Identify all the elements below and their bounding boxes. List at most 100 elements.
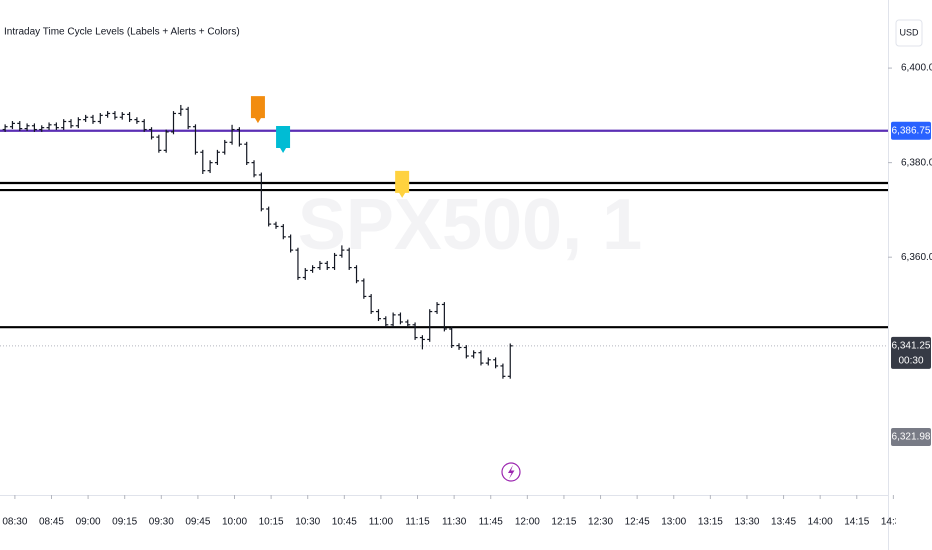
- watermark: SPX500, 1: [298, 185, 642, 265]
- bar: [412, 322, 418, 340]
- bar: [9, 121, 15, 130]
- bar: [178, 104, 184, 116]
- bar: [339, 245, 345, 258]
- x-tick-label: 09:15: [112, 517, 137, 528]
- y-tick-label: 6,380.00: [901, 157, 932, 168]
- bar: [163, 129, 169, 153]
- bar: [258, 172, 264, 212]
- x-tick-label: 14:30: [881, 517, 906, 528]
- bar: [112, 111, 118, 120]
- bar: [244, 141, 250, 165]
- bar: [405, 319, 411, 328]
- level-label-bg: [891, 336, 931, 369]
- level-label-bg: [891, 427, 931, 446]
- x-tick-label: 09:30: [149, 517, 174, 528]
- currency-box[interactable]: [895, 19, 923, 47]
- y-tick-label: 6,400.00: [901, 63, 932, 74]
- bar: [214, 149, 220, 165]
- level-label: 6,341.25: [892, 340, 931, 351]
- bar: [251, 160, 257, 178]
- marker: [395, 170, 410, 198]
- bar: [507, 343, 513, 379]
- bar: [134, 117, 140, 124]
- x-tick-label: 10:15: [259, 517, 284, 528]
- bar: [324, 260, 330, 270]
- x-tick-label: 08:30: [2, 517, 27, 528]
- bar: [390, 312, 396, 328]
- x-tick-label: 10:00: [222, 517, 247, 528]
- bar: [302, 268, 308, 280]
- bar: [200, 149, 206, 174]
- bar: [273, 221, 279, 229]
- bar: [2, 124, 8, 132]
- bar: [97, 112, 103, 124]
- bar: [478, 350, 484, 366]
- bar: [171, 111, 177, 135]
- bar: [46, 122, 52, 131]
- plot-area: [0, 96, 888, 379]
- bar: [434, 302, 440, 314]
- x-tick-label: 12:00: [515, 517, 540, 528]
- bar: [266, 206, 272, 227]
- bar: [354, 265, 360, 284]
- bar: [75, 117, 81, 129]
- bar: [397, 312, 403, 325]
- x-tick-label: 14:00: [808, 517, 833, 528]
- x-tick-label: 13:15: [698, 517, 723, 528]
- bar: [441, 302, 447, 332]
- x-tick-label: 09:00: [76, 517, 101, 528]
- bar: [90, 114, 96, 124]
- bar: [317, 260, 323, 270]
- bar: [236, 127, 242, 147]
- bar: [288, 234, 294, 253]
- x-tick-label: 10:30: [295, 517, 320, 528]
- price-axis: 6,400.00 6,380.00 6,360.00 6,386.75 6,341.25…: [888, 63, 932, 446]
- x-tick-label: 11:15: [405, 517, 430, 528]
- bar: [463, 345, 469, 359]
- bar: [185, 106, 191, 130]
- x-tick-label: 08:45: [39, 517, 64, 528]
- x-tick-label: 11:45: [479, 517, 504, 528]
- alert-icon[interactable]: [501, 462, 521, 482]
- bar: [361, 278, 367, 299]
- bar: [31, 123, 37, 132]
- x-tick-label: 13:45: [771, 517, 796, 528]
- chart-title: Intraday Time Cycle Levels (Labels + Ale…: [4, 27, 240, 38]
- x-tick-label: 10:45: [332, 517, 357, 528]
- bar: [485, 357, 491, 366]
- bar: [368, 294, 374, 314]
- bar: [39, 125, 45, 132]
- x-tick-label: 09:45: [185, 517, 210, 528]
- bar: [375, 309, 381, 322]
- currency: USD: [899, 27, 919, 37]
- level-label-bg: [891, 121, 931, 140]
- bar: [127, 112, 133, 122]
- bar: [310, 265, 316, 273]
- bar: [427, 309, 433, 342]
- bar: [105, 111, 111, 118]
- x-tick-label: 11:30: [442, 517, 467, 528]
- bar: [229, 124, 235, 145]
- time-axis: 08:30 08:45 09:00 09:15 09:30 09:45 10:00 10:15…: [2, 495, 906, 528]
- y-tick-label: 6,360.00: [901, 252, 932, 263]
- x-tick-label: 12:15: [551, 517, 576, 528]
- bar: [192, 124, 198, 155]
- bar: [68, 119, 74, 129]
- x-tick-label: 11:00: [369, 517, 394, 528]
- alert-bolt: [508, 465, 515, 479]
- bar: [119, 112, 125, 120]
- x-tick-label: 13:00: [661, 517, 686, 528]
- bar: [53, 122, 59, 131]
- bar: [24, 123, 30, 131]
- alert-circle: [501, 462, 521, 482]
- bar: [419, 335, 425, 350]
- bar: [383, 316, 389, 328]
- marker: [250, 96, 265, 124]
- bar: [332, 252, 338, 270]
- bar: [156, 134, 162, 153]
- bar: [149, 127, 155, 140]
- x-tick-label: 13:30: [734, 517, 759, 528]
- level-label: 6,321.98: [892, 432, 931, 443]
- x-tick-label: 12:45: [625, 517, 650, 528]
